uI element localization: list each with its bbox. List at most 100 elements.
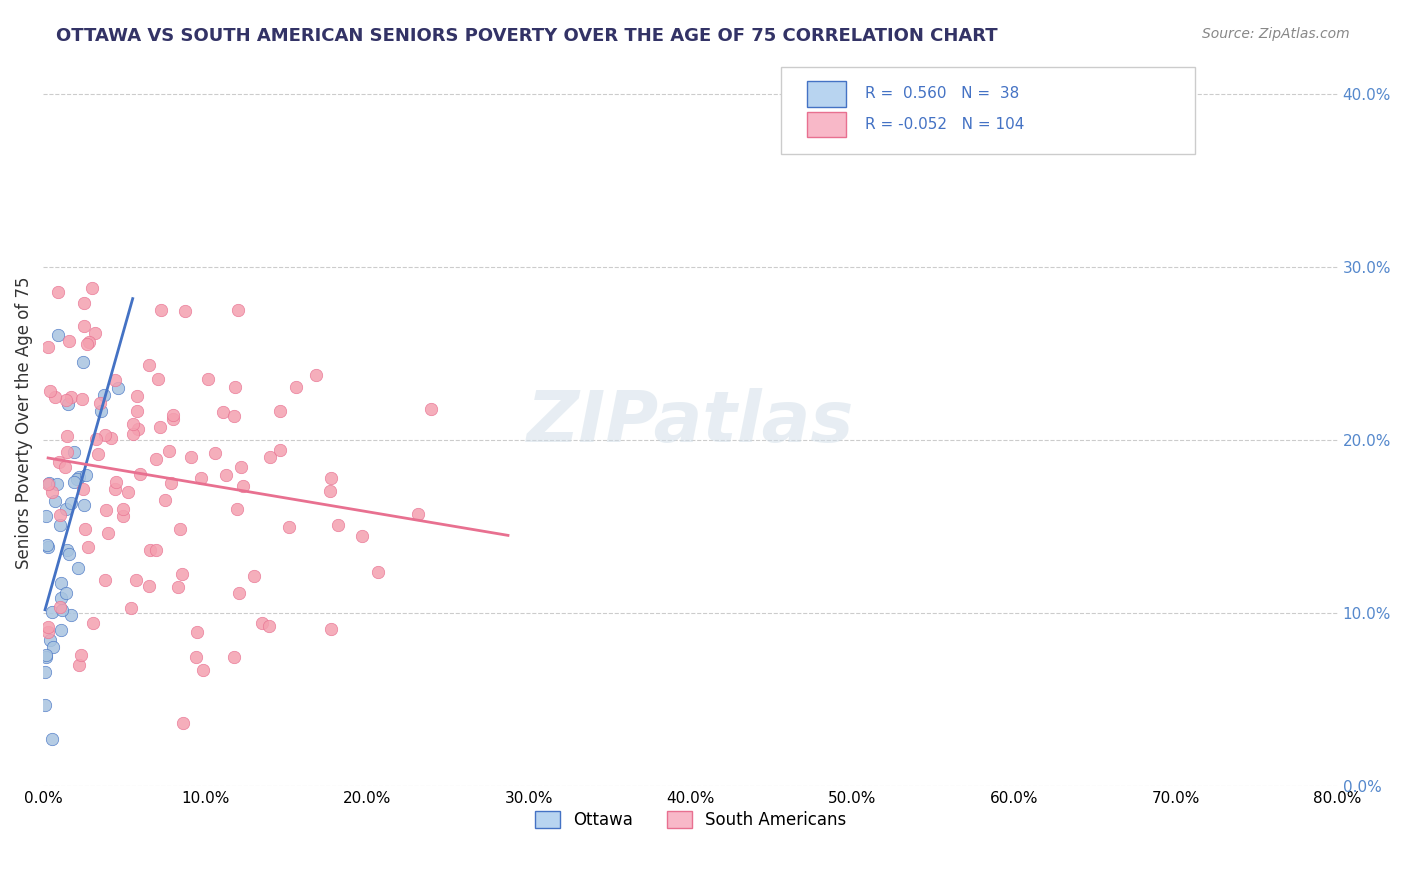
Ottawa (63, 475, 86, 490)
South Americans (112, 508, 135, 523)
Ottawa (46, 327, 69, 342)
South Americans (319, 623, 342, 637)
Ottawa (107, 381, 129, 395)
South Americans (87, 447, 110, 461)
Ottawa (42, 640, 65, 654)
Ottawa (34, 649, 56, 664)
Ottawa (67, 469, 90, 483)
Ottawa (49, 517, 72, 532)
South Americans (215, 468, 238, 483)
South Americans (367, 565, 389, 579)
South Americans (157, 444, 180, 458)
South Americans (89, 396, 111, 410)
South Americans (180, 450, 202, 465)
South Americans (350, 529, 373, 543)
Ottawa (93, 388, 115, 402)
South Americans (37, 340, 59, 354)
South Americans (284, 380, 307, 394)
South Americans (138, 579, 160, 593)
Ottawa (35, 648, 58, 663)
South Americans (49, 600, 72, 615)
South Americans (37, 477, 59, 491)
South Americans (37, 624, 59, 639)
South Americans (173, 304, 195, 318)
South Americans (172, 567, 194, 582)
South Americans (145, 452, 167, 467)
South Americans (97, 526, 120, 541)
South Americans (84, 326, 107, 341)
Ottawa (59, 496, 82, 510)
Ottawa (41, 731, 63, 746)
Ottawa (34, 698, 56, 712)
South Americans (148, 372, 170, 386)
South Americans (104, 373, 127, 387)
South Americans (191, 663, 214, 677)
South Americans (127, 422, 149, 436)
Ottawa (56, 397, 79, 411)
South Americans (70, 392, 93, 406)
South Americans (232, 478, 254, 492)
South Americans (225, 502, 247, 516)
Ottawa (35, 509, 58, 524)
South Americans (120, 601, 142, 615)
South Americans (169, 522, 191, 536)
South Americans (56, 445, 79, 459)
South Americans (328, 517, 350, 532)
South Americans (228, 586, 250, 600)
South Americans (150, 303, 173, 318)
South Americans (44, 391, 66, 405)
South Americans (80, 281, 103, 295)
South Americans (111, 502, 134, 516)
South Americans (224, 380, 246, 394)
Ottawa (55, 543, 77, 558)
South Americans (204, 446, 226, 460)
South Americans (224, 649, 246, 664)
South Americans (48, 455, 70, 469)
South Americans (121, 427, 143, 442)
South Americans (70, 648, 93, 662)
South Americans (259, 618, 281, 632)
Text: R = -0.052   N = 104: R = -0.052 N = 104 (865, 117, 1025, 132)
South Americans (162, 408, 184, 422)
FancyBboxPatch shape (807, 81, 846, 107)
Ottawa (67, 561, 90, 575)
Ottawa (60, 607, 83, 622)
Ottawa (51, 624, 73, 638)
South Americans (94, 574, 117, 588)
South Americans (319, 483, 342, 498)
South Americans (73, 296, 96, 310)
South Americans (190, 471, 212, 485)
South Americans (77, 540, 100, 554)
South Americans (125, 573, 148, 587)
South Americans (186, 624, 208, 639)
Ottawa (90, 404, 112, 418)
South Americans (129, 467, 152, 481)
South Americans (84, 432, 107, 446)
Ottawa (58, 547, 80, 561)
Text: OTTAWA VS SOUTH AMERICAN SENIORS POVERTY OVER THE AGE OF 75 CORRELATION CHART: OTTAWA VS SOUTH AMERICAN SENIORS POVERTY… (56, 27, 998, 45)
South Americans (138, 358, 160, 372)
South Americans (162, 412, 184, 426)
South Americans (243, 569, 266, 583)
South Americans (37, 619, 59, 633)
Ottawa (41, 605, 63, 619)
South Americans (73, 523, 96, 537)
South Americans (319, 471, 342, 485)
South Americans (167, 580, 190, 594)
Ottawa (38, 476, 60, 491)
FancyBboxPatch shape (782, 67, 1195, 154)
South Americans (231, 459, 253, 474)
South Americans (160, 475, 183, 490)
South Americans (96, 502, 118, 516)
South Americans (73, 319, 96, 334)
Ottawa (55, 502, 77, 516)
South Americans (94, 427, 117, 442)
South Americans (406, 508, 429, 522)
South Americans (41, 484, 63, 499)
South Americans (100, 431, 122, 445)
South Americans (269, 403, 291, 417)
Ottawa (73, 498, 96, 512)
Text: Source: ZipAtlas.com: Source: ZipAtlas.com (1202, 27, 1350, 41)
South Americans (58, 334, 80, 348)
South Americans (38, 384, 60, 399)
